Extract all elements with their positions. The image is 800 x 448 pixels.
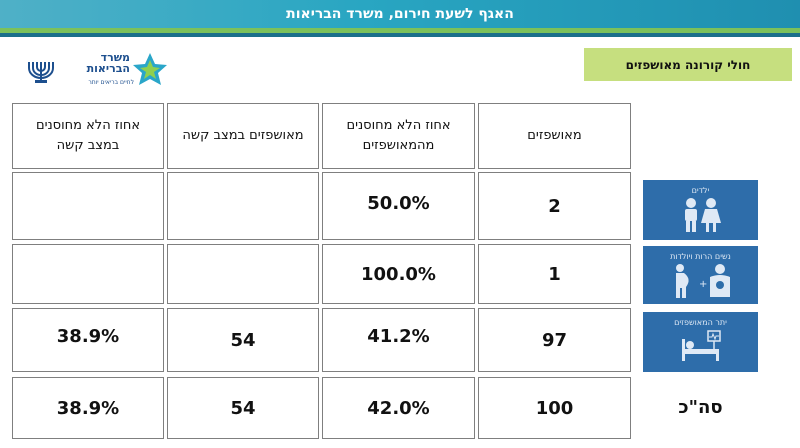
total-unvaccinated-pct: 42.0%	[322, 377, 475, 439]
row-other-unvaccinated-pct: 41.2%	[322, 308, 475, 372]
total-unvaccinated-pct-severe-value: 38.9%	[56, 397, 120, 419]
row-pregnant-hospitalized-value: 1	[548, 263, 561, 285]
category-pregnant-women-label: נשים הרות ויולדות	[670, 252, 731, 261]
row-children-hospitalized-value: 2	[548, 195, 561, 217]
row-children-severe	[167, 172, 319, 240]
row-children-unvaccinated-pct: 50.0%	[322, 172, 475, 240]
row-children-unvaccinated-pct-value: 50.0%	[367, 193, 430, 214]
logo-line1: משרד	[100, 51, 130, 64]
header-hospitalized-text: מאושפזים	[527, 128, 582, 143]
row-children-hospitalized: 2	[478, 172, 631, 240]
row-pregnant-severe	[167, 244, 319, 304]
total-label-text: סה"כ	[678, 396, 723, 418]
row-pregnant-hospitalized: 1	[478, 244, 631, 304]
logo-text: משרד הבריאות	[86, 52, 130, 74]
header-unvaccinated-pct-severe-text: אחוז הלא מחוסנים במצב קשה	[35, 118, 141, 153]
row-other-hospitalized-value: 97	[541, 329, 568, 351]
row-other-severe: 54	[167, 308, 319, 372]
green-stripe	[0, 28, 800, 33]
row-other-unvaccinated-pct-severe: 38.9%	[12, 308, 164, 372]
banner-title: האגף לשעת חירום, משרד הבריאות	[286, 6, 514, 22]
category-pregnant-women: נשים הרות ויולדות +	[643, 246, 758, 304]
header-severe-text: מאושפזים במצב קשה	[182, 128, 304, 143]
row-children-unvaccinated-pct-severe	[12, 172, 164, 240]
row-other-unvaccinated-pct-severe-value: 38.9%	[56, 326, 120, 347]
top-banner: האגף לשעת חירום, משרד הבריאות	[0, 0, 800, 28]
header-hospitalized: מאושפזים	[478, 103, 631, 169]
menorah-icon	[28, 62, 54, 83]
row-pregnant-unvaccinated-pct-severe	[12, 244, 164, 304]
logo-tagline: לחיים בריאים יותר	[88, 79, 134, 86]
svg-text:+: +	[699, 279, 707, 290]
total-unvaccinated-pct-value: 42.0%	[367, 397, 430, 419]
pregnant-women-icon: +	[675, 264, 730, 298]
total-hospitalized: 100	[478, 377, 631, 439]
section-title-text: חולי קורונה מאושפזים	[625, 57, 751, 72]
category-other-hospitalized-label: יתר המאושפזים	[674, 318, 727, 327]
total-unvaccinated-pct-severe: 38.9%	[12, 377, 164, 439]
hospital-bed-icon	[681, 330, 721, 361]
total-severe-value: 54	[230, 397, 256, 419]
header-unvaccinated-pct-hospitalized: אחוז הלא מחוסנים מהמאושפזים	[322, 103, 475, 169]
total-label: סה"כ	[643, 382, 758, 432]
header-unvaccinated-pct-hospitalized-text: אחוז הלא מחוסנים מהמאושפזים	[346, 118, 451, 153]
row-other-severe-value: 54	[230, 329, 256, 351]
header-severe: מאושפזים במצב קשה	[167, 103, 319, 169]
logo-line2: הבריאות	[86, 62, 130, 75]
row-other-unvaccinated-pct-value: 41.2%	[367, 326, 430, 347]
section-title: חולי קורונה מאושפזים	[584, 48, 792, 81]
category-children-label: ילדים	[691, 186, 710, 195]
total-hospitalized-value: 100	[535, 397, 574, 419]
category-other-hospitalized: יתר המאושפזים	[643, 312, 758, 372]
teal-stripe	[0, 33, 800, 37]
row-pregnant-unvaccinated-pct-value: 100.0%	[361, 263, 436, 285]
star-logo-icon	[133, 53, 167, 85]
row-other-hospitalized: 97	[478, 308, 631, 372]
ministry-logo: משרד הבריאות לחיים בריאים יותר	[26, 52, 167, 90]
children-icon	[684, 198, 721, 232]
total-severe: 54	[167, 377, 319, 439]
header-unvaccinated-pct-severe: אחוז הלא מחוסנים במצב קשה	[12, 103, 164, 169]
category-children: ילדים	[643, 180, 758, 240]
row-pregnant-unvaccinated-pct: 100.0%	[322, 244, 475, 304]
